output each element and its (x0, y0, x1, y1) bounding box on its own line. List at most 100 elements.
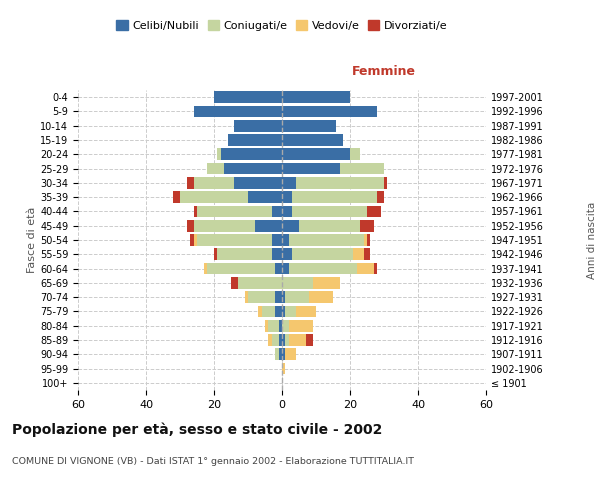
Bar (282, 92, 350, 103)
Bar (282, 348, 286, 360)
Bar (275, 306, 282, 318)
Bar (173, 192, 180, 203)
Bar (204, 262, 207, 274)
Bar (272, 248, 282, 260)
Bar (286, 348, 296, 360)
Bar (282, 192, 292, 203)
Bar (289, 320, 313, 332)
Bar (194, 177, 235, 188)
Text: Femmine: Femmine (352, 65, 416, 78)
Bar (282, 220, 299, 232)
Bar (282, 177, 296, 188)
Bar (217, 248, 272, 260)
Bar (286, 292, 309, 303)
Bar (272, 334, 278, 346)
Bar (278, 320, 282, 332)
Bar (289, 262, 357, 274)
Y-axis label: Fasce di età: Fasce di età (27, 207, 37, 273)
Bar (214, 92, 282, 103)
Bar (282, 362, 286, 374)
Bar (282, 206, 292, 218)
Bar (197, 206, 272, 218)
Bar (282, 162, 340, 174)
Bar (353, 248, 364, 260)
Bar (187, 220, 194, 232)
Bar (367, 206, 380, 218)
Bar (384, 177, 388, 188)
Bar (275, 292, 282, 303)
Bar (377, 192, 384, 203)
Bar (357, 262, 374, 274)
Bar (282, 292, 286, 303)
Bar (306, 334, 313, 346)
Bar (245, 292, 248, 303)
Bar (275, 262, 282, 274)
Bar (282, 120, 337, 132)
Bar (282, 134, 343, 146)
Bar (282, 148, 350, 160)
Bar (224, 162, 282, 174)
Bar (292, 248, 353, 260)
Bar (265, 320, 268, 332)
Bar (374, 262, 377, 274)
Bar (292, 206, 367, 218)
Bar (299, 220, 360, 232)
Text: Anni di nascita: Anni di nascita (587, 202, 597, 278)
Bar (282, 277, 313, 288)
Bar (221, 148, 282, 160)
Bar (364, 234, 367, 246)
Bar (313, 277, 340, 288)
Bar (282, 248, 292, 260)
Bar (296, 306, 316, 318)
Bar (367, 234, 370, 246)
Bar (309, 292, 333, 303)
Bar (248, 192, 282, 203)
Bar (340, 162, 384, 174)
Bar (268, 320, 278, 332)
Bar (180, 192, 248, 203)
Bar (194, 220, 255, 232)
Bar (286, 334, 289, 346)
Bar (268, 334, 272, 346)
Bar (258, 306, 262, 318)
Bar (217, 148, 221, 160)
Bar (238, 277, 282, 288)
Bar (289, 234, 364, 246)
Bar (286, 306, 296, 318)
Bar (278, 348, 282, 360)
Bar (207, 262, 275, 274)
Bar (231, 277, 238, 288)
Bar (282, 306, 286, 318)
Bar (207, 162, 224, 174)
Bar (227, 134, 282, 146)
Bar (282, 106, 377, 118)
Bar (282, 234, 289, 246)
Bar (278, 334, 282, 346)
Bar (190, 234, 194, 246)
Bar (364, 248, 370, 260)
Bar (289, 334, 306, 346)
Bar (350, 148, 360, 160)
Bar (282, 320, 289, 332)
Text: COMUNE DI VIGNONE (VB) - Dati ISTAT 1° gennaio 2002 - Elaborazione TUTTITALIA.IT: COMUNE DI VIGNONE (VB) - Dati ISTAT 1° g… (12, 458, 414, 466)
Bar (360, 220, 374, 232)
Bar (194, 234, 197, 246)
Bar (272, 206, 282, 218)
Bar (248, 292, 275, 303)
Bar (235, 120, 282, 132)
Legend: Celibi/Nubili, Coniugati/e, Vedovi/e, Divorziati/e: Celibi/Nubili, Coniugati/e, Vedovi/e, Di… (112, 16, 452, 35)
Bar (282, 334, 286, 346)
Bar (214, 248, 217, 260)
Bar (255, 220, 282, 232)
Bar (272, 234, 282, 246)
Text: Popolazione per età, sesso e stato civile - 2002: Popolazione per età, sesso e stato civil… (12, 422, 382, 437)
Bar (282, 262, 289, 274)
Bar (296, 177, 384, 188)
Bar (275, 348, 278, 360)
Bar (194, 106, 282, 118)
Bar (262, 306, 275, 318)
Bar (194, 206, 197, 218)
Bar (235, 177, 282, 188)
Bar (292, 192, 377, 203)
Bar (197, 234, 272, 246)
